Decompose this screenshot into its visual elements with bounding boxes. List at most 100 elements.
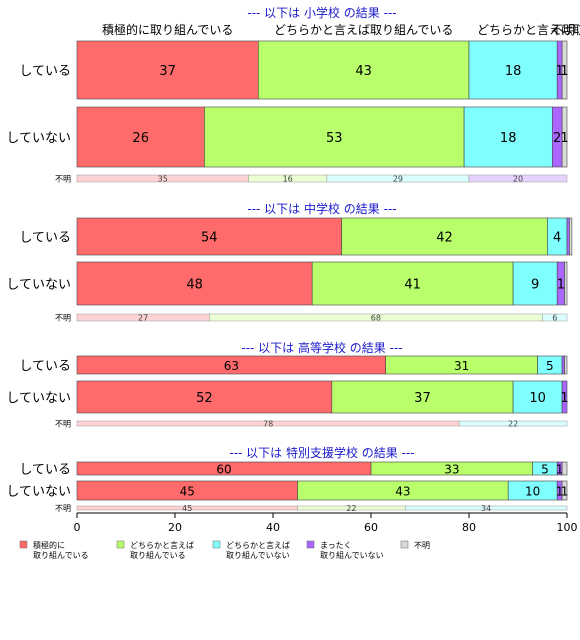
panel-4: --- 以下は 特別支援学校 の結果 --- している 60 33 5 1 していない 45 4… [6, 445, 568, 513]
data-label: 2 [553, 131, 561, 146]
data-label: 43 [355, 64, 372, 79]
data-label: 43 [395, 485, 410, 499]
bar-segment [561, 106, 568, 168]
unknown-data-label: 29 [393, 175, 403, 184]
legend-swatch [19, 540, 28, 549]
data-label: 37 [414, 391, 431, 406]
data-label: 10 [529, 391, 546, 406]
row-label: していない [6, 391, 71, 406]
bar-segment [561, 380, 568, 414]
data-label: 1 [561, 485, 569, 499]
data-label: 4 [553, 231, 561, 246]
data-label: 1 [560, 131, 568, 146]
bar-segment [561, 40, 568, 100]
legend: 積極的に取り組んでいるどちらかと言えば取り組んでいるどちらかと言えば取り組んでい… [19, 540, 430, 560]
bar-segment [204, 106, 465, 168]
unknown-bar-segment [542, 313, 568, 322]
unknown-data-label: 68 [371, 314, 381, 323]
panel-1: --- 以下は 小学校 の結果 --- 積極的に取り組んでいる どちらかと言えば取り… [6, 5, 580, 184]
panel-2: --- 以下は 中学校 の結果 --- している 54 42 4 していない 48 41 9 1 不… [6, 201, 573, 323]
data-label: 52 [196, 391, 213, 406]
legend-label: 不明 [414, 541, 430, 550]
legend-swatch [306, 540, 315, 549]
bar-segment [311, 261, 514, 306]
unknown-data-label: 27 [138, 314, 148, 323]
unknown-data-label: 34 [481, 504, 491, 513]
legend-swatch [212, 540, 221, 549]
data-label: 48 [186, 278, 203, 293]
x-tick-label: 60 [364, 521, 378, 534]
data-label: 37 [159, 64, 176, 79]
column-header-label: どちらかと言えば取り組 [477, 23, 580, 37]
unknown-data-label: 45 [182, 504, 192, 513]
data-label: 31 [454, 359, 469, 373]
x-axis: 0 20 40 60 80 100 [74, 512, 578, 534]
bar-segment [76, 380, 333, 414]
data-label: 53 [326, 131, 343, 146]
bar-segment [564, 355, 568, 375]
bar-segment [257, 40, 470, 100]
row-label: している [19, 231, 71, 246]
unknown-data-label: 78 [263, 420, 273, 429]
panel-title: --- 以下は 小学校 の結果 --- [247, 5, 396, 20]
bar-segment [569, 217, 573, 256]
legend-label: 取り組んでいない [320, 550, 384, 560]
panel-title: --- 以下は 高等学校 の結果 --- [241, 340, 402, 355]
unknown-data-label: 16 [283, 175, 293, 184]
unknown-row-label: 不明 [55, 504, 71, 513]
panel-title: --- 以下は 中学校 の結果 --- [247, 201, 396, 216]
data-label: 26 [132, 131, 149, 146]
data-label: 1 [556, 64, 564, 79]
data-label: 18 [500, 131, 517, 146]
panel-3: --- 以下は 高等学校 の結果 --- している 63 31 5 していない 52 37 10… [6, 340, 568, 429]
unknown-row-label: 不明 [55, 420, 71, 429]
bar-segment [566, 217, 570, 256]
row-label: していない [6, 131, 71, 146]
row-label: している [19, 463, 71, 478]
panel-title: --- 以下は 特別支援学校 の結果 --- [229, 445, 414, 460]
bar-segment [512, 380, 563, 414]
data-label: 5 [546, 359, 554, 373]
row-label: していない [6, 278, 71, 293]
row-label: していない [6, 485, 71, 500]
bar-segment [341, 217, 548, 256]
row-label: している [19, 64, 71, 79]
unknown-data-label: 20 [513, 175, 523, 184]
data-label: 1 [560, 391, 568, 406]
x-tick-label: 100 [557, 521, 578, 534]
data-label: 33 [444, 463, 459, 477]
legend-label: どちらかと言えば [130, 540, 194, 550]
data-label: 54 [201, 231, 218, 246]
column-header-label: どちらかと言えば取り組んでいる [274, 23, 453, 37]
bar-segment [561, 480, 568, 501]
legend-swatch [400, 540, 409, 549]
x-tick-label: 20 [168, 521, 182, 534]
data-label: 5 [541, 463, 549, 477]
unknown-data-label: 22 [346, 504, 356, 513]
bar-segment [76, 217, 342, 256]
unknown-data-label: 6 [552, 314, 557, 323]
x-tick-label: 40 [266, 521, 280, 534]
data-label: 1 [560, 64, 568, 79]
column-header-label: 積極的に取り組んでいる [102, 22, 233, 37]
row-label: している [19, 359, 71, 374]
unknown-bar-segment [405, 505, 568, 511]
data-label: 45 [180, 485, 195, 499]
data-label: 10 [525, 485, 540, 499]
data-label: 60 [216, 463, 231, 477]
bar-segment [564, 261, 568, 306]
bar-segment [512, 261, 558, 306]
data-label: 1 [556, 485, 564, 499]
unknown-row-label: 不明 [55, 175, 71, 184]
legend-swatch [116, 540, 125, 549]
legend-label: 取り組んでいる [130, 550, 186, 560]
data-label: 41 [404, 278, 421, 293]
unknown-bar-segment [458, 420, 568, 427]
x-tick-label: 0 [74, 521, 81, 534]
column-header-label: 不明 [551, 23, 575, 37]
legend-label: 積極的に [33, 540, 65, 550]
x-tick-label: 80 [462, 521, 476, 534]
unknown-data-label: 22 [508, 420, 518, 429]
bar-segment [561, 461, 568, 476]
